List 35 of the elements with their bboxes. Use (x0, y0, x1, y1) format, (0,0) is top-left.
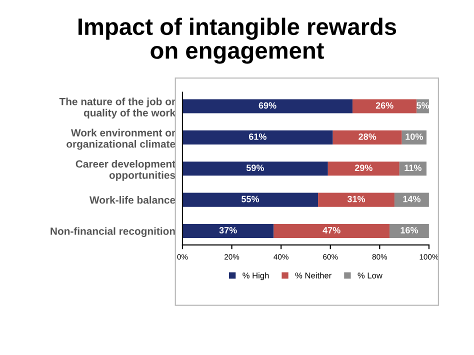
bar (352, 99, 417, 114)
data-label: 61% (248, 133, 266, 140)
chart-title: Impact of intangible rewards on engagement (78, 18, 396, 64)
data-label: 10% (406, 133, 423, 140)
data-label: 14% (403, 196, 421, 202)
data-label: 5% (416, 102, 430, 109)
legend-label: % High (242, 272, 269, 280)
data-label: 59% (246, 164, 264, 172)
legend-label: % Low (358, 272, 382, 278)
bar (182, 130, 333, 144)
y-tick-label: Non-financial recognition (50, 227, 175, 237)
data-label: 55% (242, 196, 260, 202)
y-tick-label: Work environment or organizational climate (66, 128, 176, 150)
bar (318, 192, 394, 207)
data-label: 26% (376, 102, 394, 109)
y-tick-label: The nature of the job or quality of the work (59, 98, 176, 119)
bar (182, 162, 328, 176)
bar (390, 224, 429, 238)
bar (332, 130, 402, 144)
data-label: 16% (400, 227, 418, 234)
y-tick-label: Work-life balance (89, 196, 176, 204)
bar (328, 162, 400, 176)
y-tick-label: Career development opportunities (76, 160, 176, 181)
bar (274, 224, 390, 238)
data-label: 37% (219, 227, 237, 234)
data-label: 69% (258, 102, 276, 109)
data-label: 47% (322, 227, 340, 234)
data-label: 29% (354, 164, 372, 172)
data-label: 11% (404, 164, 422, 172)
legend-label: % Neither (295, 272, 332, 278)
data-label: 31% (347, 196, 366, 202)
bar (182, 192, 318, 207)
data-label: 28% (358, 133, 376, 140)
bar (182, 99, 353, 114)
bar (182, 224, 274, 238)
